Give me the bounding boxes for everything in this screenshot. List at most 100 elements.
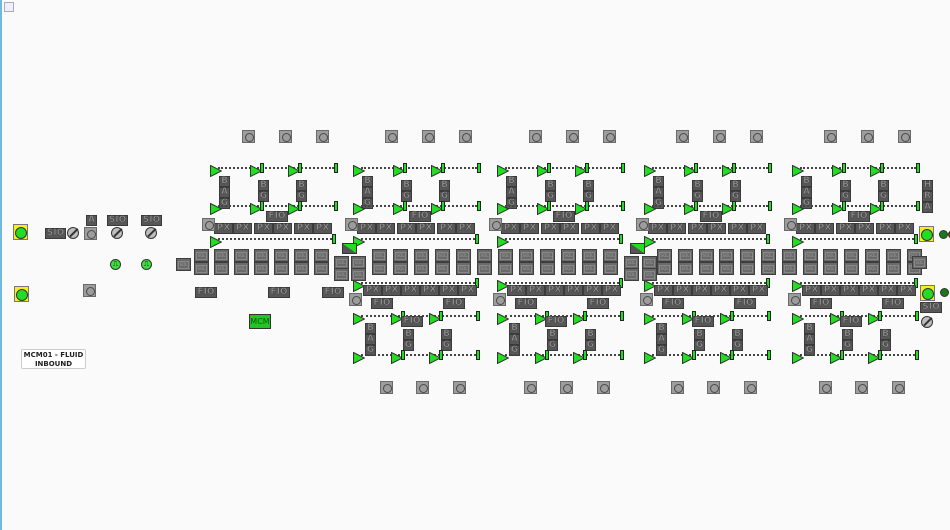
status-letter-a[interactable]: A <box>801 187 812 198</box>
triangle-play-icon[interactable] <box>722 162 735 178</box>
px-label[interactable]: PX <box>376 223 395 234</box>
fio-label[interactable]: FIO <box>268 287 290 298</box>
px-label[interactable]: PX <box>688 223 707 234</box>
conveyor-end-bar[interactable] <box>766 278 770 288</box>
motor-button[interactable] <box>713 130 726 143</box>
sol-valve-button[interactable]: SOL <box>761 249 776 262</box>
triangle-play-icon[interactable] <box>792 162 805 178</box>
px-label[interactable]: PX <box>456 223 475 234</box>
conveyor-segment-bar[interactable] <box>403 201 407 211</box>
px-label[interactable]: PX <box>439 285 458 296</box>
status-letter-a[interactable]: A <box>804 334 815 345</box>
fio-label[interactable]: FIO <box>553 211 575 222</box>
triangle-play-icon[interactable] <box>393 162 406 178</box>
status-letter-b[interactable]: B <box>880 329 891 340</box>
sol-valve-button[interactable]: SOL <box>372 262 387 275</box>
sio-label[interactable]: SIO <box>45 228 66 239</box>
triangle-play-icon[interactable] <box>497 349 510 365</box>
conveyor-end-bar[interactable] <box>619 234 623 244</box>
sol-valve-button[interactable]: SOL <box>176 258 191 271</box>
motor-button[interactable] <box>676 130 689 143</box>
status-letter-b[interactable]: B <box>730 180 741 191</box>
status-letter-b[interactable]: B <box>653 176 664 187</box>
px-label[interactable]: PX <box>673 285 692 296</box>
sol-valve-button[interactable]: SOL <box>519 249 534 262</box>
status-letter-g[interactable]: G <box>694 340 705 351</box>
conveyor-segment-bar[interactable] <box>547 163 551 173</box>
status-letter-h[interactable]: H <box>922 180 933 191</box>
diverter-junction-icon[interactable] <box>630 243 645 254</box>
conveyor-segment-bar[interactable] <box>583 311 587 321</box>
sol-valve-button[interactable]: SOL <box>912 256 927 269</box>
status-letter-b[interactable]: B <box>732 329 743 340</box>
px-label[interactable]: PX <box>747 223 766 234</box>
conveyor-segment-bar[interactable] <box>439 350 443 360</box>
motor-button[interactable] <box>529 130 542 143</box>
triangle-play-icon[interactable] <box>792 310 805 326</box>
px-label[interactable]: PX <box>382 285 401 296</box>
px-label[interactable]: PX <box>545 285 564 296</box>
fio-label[interactable]: FIO <box>401 316 423 327</box>
conveyor-end-bar[interactable] <box>475 234 479 244</box>
status-letter-b[interactable]: B <box>365 323 376 334</box>
sol-valve-button[interactable]: SOL <box>519 262 534 275</box>
px-label[interactable]: PX <box>581 223 600 234</box>
status-letter-b[interactable]: B <box>656 323 667 334</box>
conveyor-segment-bar[interactable] <box>840 350 844 360</box>
fio-label[interactable]: FIO <box>322 287 344 298</box>
motor-button[interactable] <box>385 130 398 143</box>
triangle-play-icon[interactable] <box>250 162 263 178</box>
motor-button[interactable] <box>898 130 911 143</box>
conveyor-end-bar[interactable] <box>621 201 625 211</box>
conveyor-end-bar[interactable] <box>768 201 772 211</box>
px-label[interactable]: PX <box>878 285 897 296</box>
sol-valve-button[interactable]: SOL <box>254 249 269 262</box>
triangle-play-icon[interactable] <box>391 310 404 326</box>
sol-valve-button[interactable]: SOL <box>372 249 387 262</box>
sio-label[interactable]: SIO <box>141 215 162 226</box>
fio-label[interactable]: FIO <box>515 298 537 309</box>
conveyor-end-bar[interactable] <box>476 311 480 321</box>
disabled-slash-icon[interactable] <box>67 227 79 239</box>
px-label[interactable]: PX <box>313 223 332 234</box>
motor-button[interactable] <box>316 130 329 143</box>
status-letter-a[interactable]: A <box>653 187 664 198</box>
conveyor-end-bar[interactable] <box>477 163 481 173</box>
sol-valve-button[interactable]: SOL <box>582 249 597 262</box>
px-label[interactable]: PX <box>876 223 895 234</box>
triangle-play-icon[interactable] <box>497 310 510 326</box>
fio-label[interactable]: FIO <box>882 298 904 309</box>
px-label[interactable]: PX <box>821 285 840 296</box>
conveyor-segment-bar[interactable] <box>585 201 589 211</box>
conveyor-end-bar[interactable] <box>915 311 919 321</box>
triangle-play-icon[interactable] <box>497 200 510 216</box>
px-label[interactable]: PX <box>458 285 477 296</box>
conveyor-end-bar[interactable] <box>914 278 918 288</box>
conveyor-end-bar[interactable] <box>477 201 481 211</box>
motor-button[interactable] <box>636 218 649 231</box>
fio-label[interactable]: FIO <box>195 287 217 298</box>
px-label[interactable]: PX <box>859 285 878 296</box>
disabled-slash-icon[interactable] <box>111 227 123 239</box>
triangle-play-icon[interactable] <box>573 349 586 365</box>
px-label[interactable]: PX <box>541 223 560 234</box>
conveyor-end-bar[interactable] <box>475 278 479 288</box>
fio-label[interactable]: FIO <box>734 298 756 309</box>
px-label[interactable]: PX <box>711 285 730 296</box>
fio-label[interactable]: FIO <box>371 298 393 309</box>
motor-button[interactable] <box>861 130 874 143</box>
triangle-play-icon[interactable] <box>288 200 301 216</box>
motor-button[interactable] <box>416 381 429 394</box>
motor-button[interactable] <box>489 218 502 231</box>
status-letter-a[interactable]: A <box>219 187 230 198</box>
motor-button[interactable] <box>345 218 358 231</box>
motor-button[interactable] <box>819 381 832 394</box>
conveyor-segment-bar[interactable] <box>732 163 736 173</box>
status-letter-r[interactable]: R <box>922 191 933 202</box>
conveyor-segment-bar[interactable] <box>878 311 882 321</box>
sol-valve-button[interactable]: SOL <box>214 249 229 262</box>
triangle-play-icon[interactable] <box>644 349 657 365</box>
px-label[interactable]: PX <box>667 223 686 234</box>
triangle-play-icon[interactable] <box>535 349 548 365</box>
sol-valve-button[interactable]: SOL <box>865 249 880 262</box>
